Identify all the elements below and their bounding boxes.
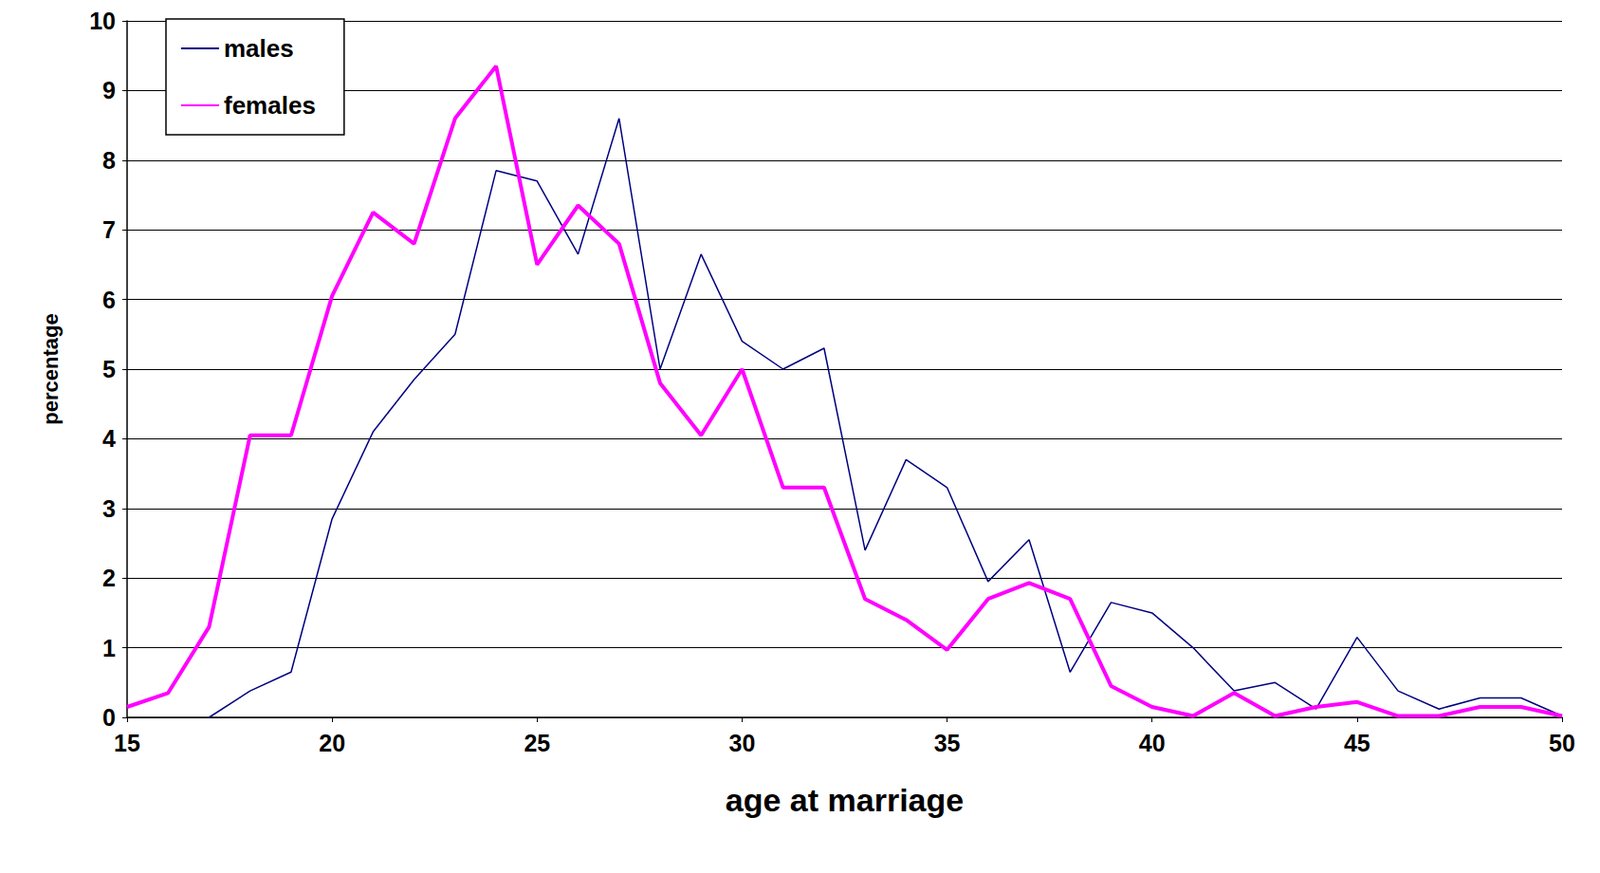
svg-text:35: 35 — [934, 729, 961, 756]
svg-text:age at marriage: age at marriage — [725, 781, 964, 818]
svg-text:15: 15 — [113, 729, 141, 756]
svg-text:45: 45 — [1343, 729, 1371, 756]
svg-text:2: 2 — [102, 564, 116, 591]
svg-text:0: 0 — [102, 703, 116, 731]
svg-text:10: 10 — [89, 7, 116, 35]
svg-text:30: 30 — [729, 729, 756, 756]
svg-text:males: males — [223, 34, 295, 63]
svg-text:40: 40 — [1139, 729, 1166, 756]
svg-text:9: 9 — [102, 76, 116, 104]
svg-text:3: 3 — [102, 495, 116, 522]
svg-text:50: 50 — [1548, 729, 1576, 756]
svg-text:1: 1 — [102, 634, 116, 662]
svg-text:25: 25 — [523, 729, 551, 756]
svg-text:6: 6 — [102, 286, 116, 313]
svg-text:percentage: percentage — [38, 312, 63, 424]
svg-text:20: 20 — [318, 729, 346, 756]
svg-text:4: 4 — [102, 424, 116, 452]
svg-text:7: 7 — [102, 216, 116, 243]
svg-text:8: 8 — [102, 147, 116, 174]
svg-text:females: females — [223, 91, 316, 120]
svg-text:5: 5 — [102, 355, 116, 383]
